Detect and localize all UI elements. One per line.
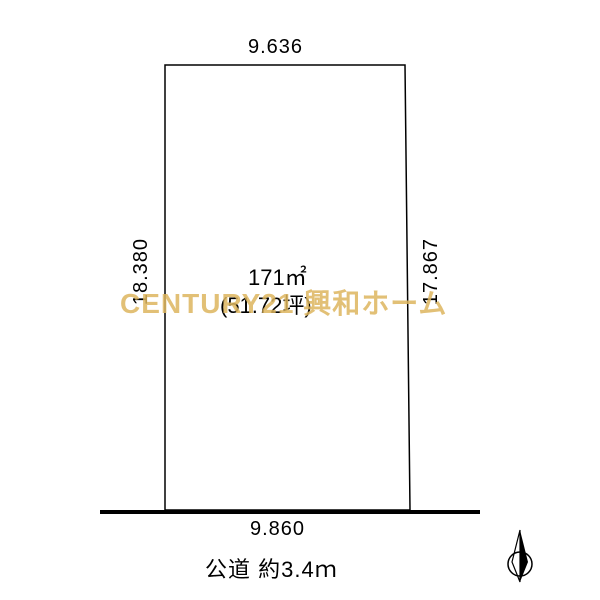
dimension-right: 17.867 [420,238,443,305]
dimension-bottom: 9.860 [250,518,305,541]
dimension-top: 9.636 [248,36,303,59]
compass-icon [508,530,532,582]
road-label: 公道 約3.4ｍ [205,552,338,584]
area-tsubo: (51.72坪) [220,288,312,320]
dimension-left: 18.380 [130,238,153,305]
land-plot-diagram: 9.636 18.380 17.867 9.860 171㎡ (51.72坪) … [0,0,600,600]
